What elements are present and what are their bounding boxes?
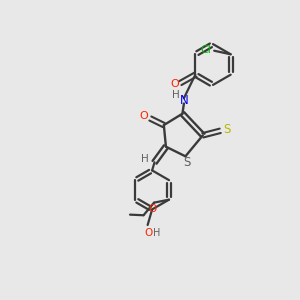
Text: O: O: [170, 79, 179, 89]
Text: N: N: [180, 94, 188, 107]
Text: H: H: [153, 227, 160, 238]
Text: O: O: [148, 204, 157, 214]
Text: S: S: [183, 156, 190, 169]
Text: S: S: [224, 123, 231, 136]
Text: O: O: [145, 227, 153, 238]
Text: H: H: [141, 154, 149, 164]
Text: H: H: [172, 89, 179, 100]
Text: O: O: [140, 111, 148, 121]
Text: Cl: Cl: [200, 44, 211, 55]
